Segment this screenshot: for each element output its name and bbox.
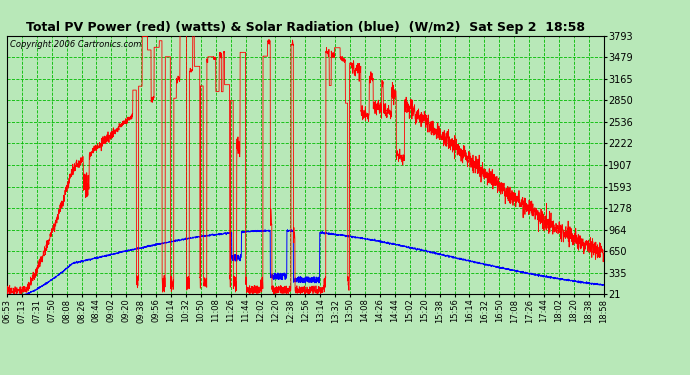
Text: Copyright 2006 Cartronics.com: Copyright 2006 Cartronics.com	[10, 39, 141, 48]
Title: Total PV Power (red) (watts) & Solar Radiation (blue)  (W/m2)  Sat Sep 2  18:58: Total PV Power (red) (watts) & Solar Rad…	[26, 21, 585, 34]
